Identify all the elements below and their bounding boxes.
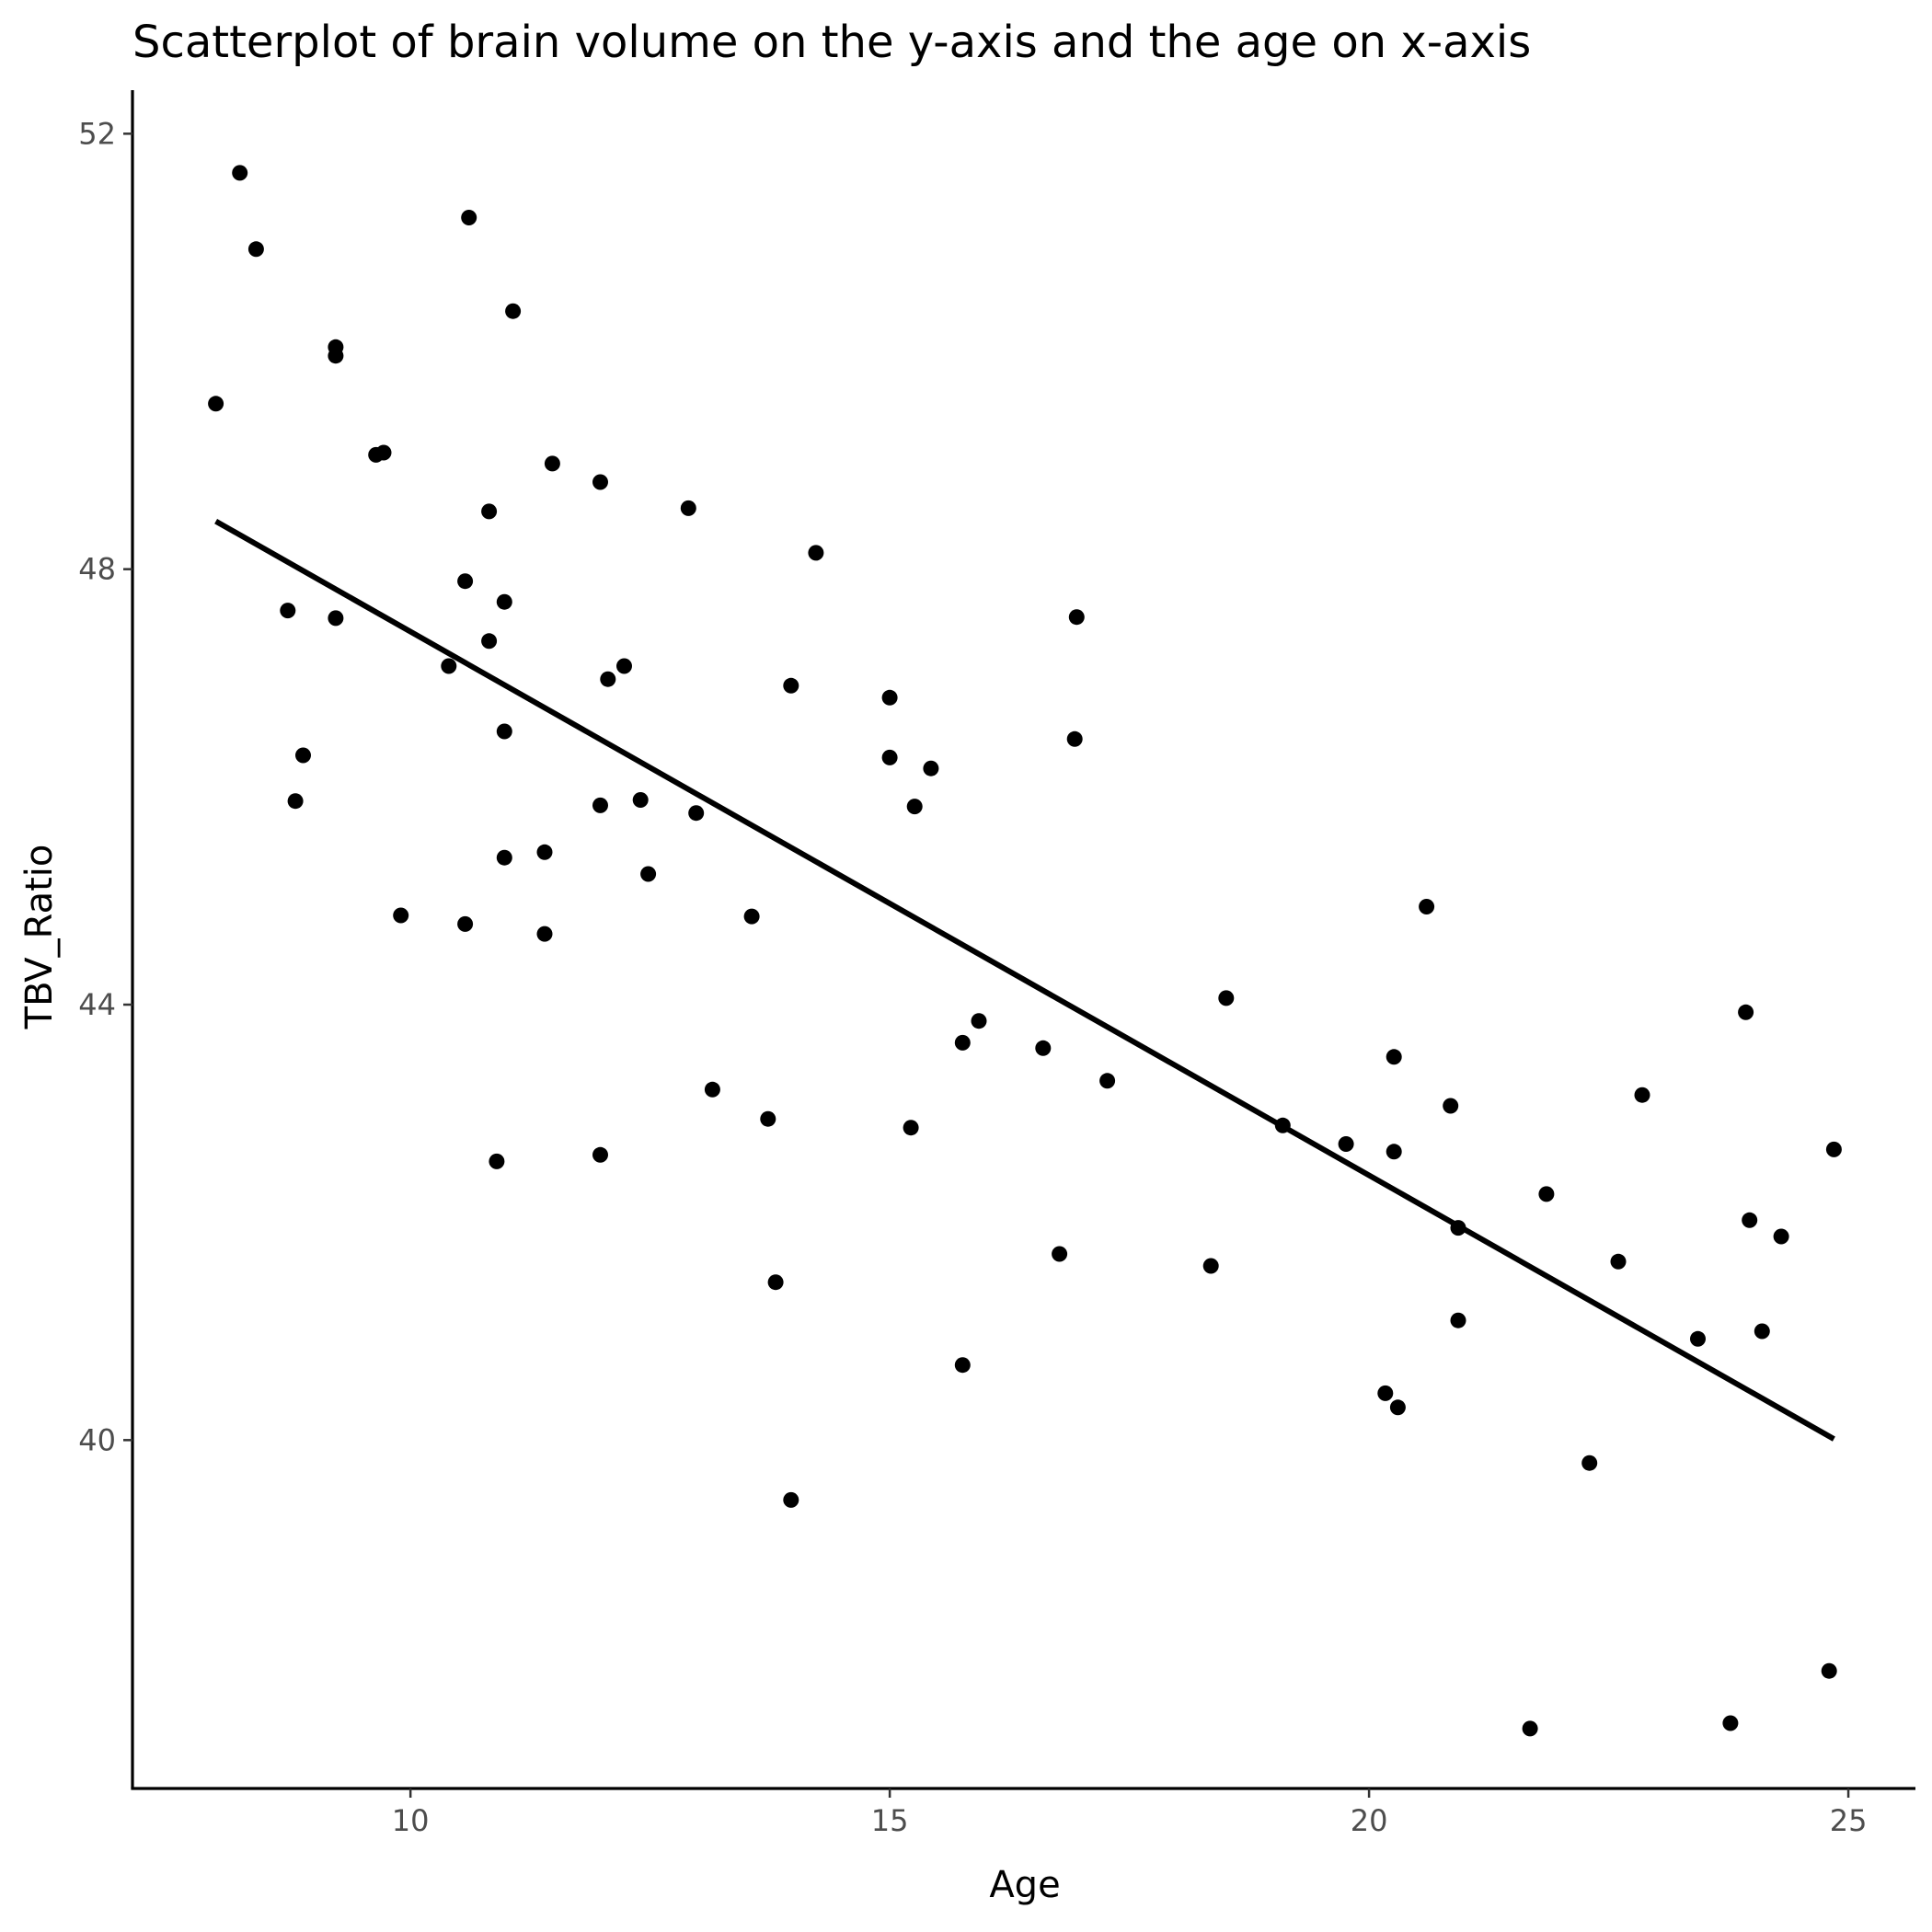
x-tick-label: 20 [1351, 1803, 1388, 1838]
data-point [1202, 1258, 1219, 1274]
data-point [592, 1146, 608, 1163]
data-point [1443, 1098, 1459, 1114]
data-point [496, 593, 512, 610]
data-point [1522, 1720, 1538, 1737]
data-point [461, 210, 477, 225]
data-point [808, 545, 824, 561]
data-point [1722, 1715, 1739, 1731]
data-point [923, 760, 939, 776]
data-point [1538, 1186, 1555, 1202]
data-point [906, 799, 923, 815]
data-point [1035, 1040, 1052, 1056]
data-point [1773, 1228, 1789, 1245]
data-point [616, 658, 632, 674]
y-axis-ticks: 40 44 48 52 [78, 116, 132, 1457]
data-point [680, 500, 696, 516]
regression-line [214, 518, 1835, 1442]
plot-area [208, 165, 1842, 1737]
x-tick-label: 15 [871, 1803, 909, 1838]
y-tick-label: 44 [78, 987, 116, 1022]
data-point [481, 633, 498, 650]
data-point [971, 1013, 987, 1029]
data-point [208, 396, 224, 412]
data-point [1690, 1330, 1706, 1347]
data-point [295, 747, 311, 764]
data-point [247, 241, 264, 258]
data-point [592, 797, 608, 813]
data-point [375, 444, 392, 461]
x-tick-label: 25 [1830, 1803, 1868, 1838]
data-point [441, 658, 457, 674]
data-point [632, 792, 649, 808]
data-point [954, 1357, 971, 1374]
data-point [1338, 1136, 1354, 1152]
data-point [232, 165, 248, 181]
data-point [592, 474, 608, 490]
data-point [1389, 1399, 1406, 1416]
data-point [903, 1120, 919, 1136]
x-axis-title: Age [989, 1864, 1060, 1906]
data-point [881, 689, 898, 706]
data-point [1821, 1662, 1837, 1679]
data-point [489, 1153, 505, 1169]
y-axis-title: TBV_Ratio [18, 845, 61, 1030]
data-point [760, 1110, 776, 1127]
data-point [328, 339, 344, 355]
data-point [1450, 1312, 1466, 1328]
data-point [1754, 1323, 1770, 1340]
data-point [1634, 1087, 1650, 1103]
data-point [1386, 1049, 1402, 1065]
data-point [544, 455, 560, 472]
data-point [1825, 1141, 1842, 1157]
data-point [328, 610, 344, 627]
data-point [1066, 730, 1083, 747]
y-tick-label: 52 [78, 116, 116, 151]
y-tick-label: 40 [78, 1422, 116, 1457]
data-point [280, 603, 296, 619]
data-point [1377, 1385, 1394, 1401]
data-point [600, 671, 616, 687]
data-point [496, 723, 512, 740]
data-point [536, 926, 553, 942]
data-point [536, 844, 553, 860]
data-point [393, 907, 409, 924]
y-tick-label: 48 [78, 552, 116, 587]
data-point [783, 1491, 799, 1508]
data-point [1581, 1455, 1598, 1471]
x-axis-ticks: 10 15 20 25 [392, 1788, 1868, 1838]
data-point [954, 1034, 971, 1051]
data-point [1068, 609, 1085, 626]
chart-title: Scatterplot of brain volume on the y-axi… [132, 17, 1531, 68]
data-point [496, 849, 512, 866]
data-point [881, 749, 898, 765]
data-point [1386, 1144, 1402, 1160]
data-point [457, 915, 474, 932]
data-point [1099, 1073, 1116, 1089]
data-point [743, 908, 760, 925]
data-point [640, 866, 657, 882]
x-tick-label: 10 [392, 1803, 430, 1838]
data-point [287, 793, 304, 810]
data-point [1218, 990, 1235, 1006]
data-point [505, 303, 522, 319]
data-point [704, 1081, 720, 1098]
data-point [1052, 1246, 1068, 1262]
data-point [1419, 899, 1435, 914]
data-point [1738, 1004, 1754, 1020]
data-point [767, 1274, 784, 1291]
data-point [1610, 1253, 1627, 1270]
data-point [457, 573, 474, 590]
data-point [1742, 1212, 1758, 1228]
data-point [688, 805, 705, 822]
data-point [481, 503, 498, 520]
data-point [783, 677, 799, 694]
